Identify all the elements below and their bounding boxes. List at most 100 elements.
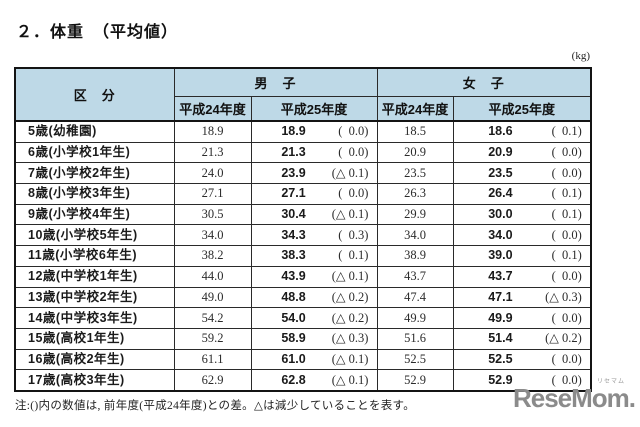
girls-group-header: 女 子 <box>376 67 592 97</box>
boys-prev-year-value: 61.1 <box>173 348 252 371</box>
girls-current-year-value: 39.0 <box>488 248 513 263</box>
boys-current-year-cell: 48.8 (△ 0.2) <box>250 286 378 309</box>
boys-current-year-value: 61.0 <box>281 351 306 366</box>
table-row: 9歳(小学校4年生) 30.5 30.4 (△ 0.1) 29.9 30.0 ( 0.1) <box>14 203 592 226</box>
boys-diff-value: (△ 0.2) <box>331 310 369 325</box>
row-label: 6歳(小学校1年生) <box>14 141 175 164</box>
girls-prev-year-value: 52.9 <box>376 369 454 392</box>
boys-prev-year-value: 38.2 <box>173 245 252 267</box>
girls-prev-year-value: 29.9 <box>376 203 454 226</box>
girls-current-year-cell: 23.5 ( 0.0) <box>452 162 592 185</box>
boys-prev-year-value: 34.0 <box>173 224 252 247</box>
logo-ruby-text: リセマム <box>596 379 625 385</box>
boys-prev-year-value: 21.3 <box>173 141 252 164</box>
boys-prev-year-value: 62.9 <box>173 369 252 392</box>
girls-current-year-cell: 47.1 (△ 0.3) <box>452 286 592 309</box>
girls-current-year-value: 49.9 <box>488 310 513 325</box>
boys-group-header: 男 子 <box>173 67 378 97</box>
girls-current-year-value: 34.0 <box>488 227 513 242</box>
girls-diff-value: ( 0.0) <box>551 145 582 160</box>
boys-diff-value: (△ 0.1) <box>331 165 369 180</box>
row-label: 15歳(高校1年生) <box>14 327 175 350</box>
row-label: 8歳(小学校3年生) <box>14 183 175 205</box>
boys-diff-value: ( 0.0) <box>338 186 369 201</box>
girls-current-year-cell: 34.0 ( 0.0) <box>452 224 592 247</box>
girls-prev-year-value: 49.9 <box>376 307 454 329</box>
page-title: ２．体重 （平均値） <box>16 24 179 41</box>
boys-current-year-value: 58.9 <box>281 331 306 346</box>
girls-current-year-cell: 51.4 (△ 0.2) <box>452 327 592 350</box>
girls-current-year-cell: 39.0 ( 0.1) <box>452 245 592 267</box>
girls-diff-value: ( 0.0) <box>551 310 582 325</box>
boys-prev-year-value: 49.0 <box>173 286 252 309</box>
row-label: 7歳(小学校2年生) <box>14 162 175 185</box>
boys-diff-value: (△ 0.1) <box>331 269 369 284</box>
girls-diff-value: ( 0.0) <box>551 372 582 387</box>
table-row: 14歳(中学校3年生) 54.2 54.0 (△ 0.2) 49.9 49.9 ( 0.0) <box>14 307 592 329</box>
boys-current-year-cell: 38.3 ( 0.1) <box>250 245 378 267</box>
girls-current-year-value: 52.9 <box>488 372 513 387</box>
boys-current-year-value: 34.3 <box>281 227 306 242</box>
boys-current-year-cell: 58.9 (△ 0.3) <box>250 327 378 350</box>
boys-prev-year-value: 27.1 <box>173 183 252 205</box>
boys-current-year-cell: 18.9 ( 0.0) <box>250 120 378 143</box>
boys-current-year-value: 54.0 <box>281 310 306 325</box>
group-header-row: 区 分 男 子 女 子 <box>14 67 592 122</box>
row-label: 11歳(小学校6年生) <box>14 245 175 267</box>
girls-current-year-value: 47.1 <box>488 289 513 304</box>
girls-current-year-cell: 20.9 ( 0.0) <box>452 141 592 164</box>
table-row: 16歳(高校2年生) 61.1 61.0 (△ 0.1) 52.5 52.5 ( 0.0) <box>14 348 592 371</box>
girls-prev-year-value: 26.3 <box>376 183 454 205</box>
boys-prev-year-value: 30.5 <box>173 203 252 226</box>
boys-current-year-cell: 30.4 (△ 0.1) <box>250 203 378 226</box>
girls-year25-header: 平成25年度 <box>452 96 592 122</box>
boys-current-year-cell: 54.0 (△ 0.2) <box>250 307 378 329</box>
girls-prev-year-value: 43.7 <box>376 265 454 288</box>
boys-diff-value: ( 0.1) <box>338 248 369 263</box>
boys-current-year-value: 21.3 <box>281 145 306 160</box>
girls-current-year-value: 20.9 <box>488 145 513 160</box>
table-row: 11歳(小学校6年生) 38.2 38.3 ( 0.1) 38.9 39.0 ( 0.1) <box>14 245 592 267</box>
boys-year24-header: 平成24年度 <box>173 96 252 122</box>
boys-current-year-cell: 61.0 (△ 0.1) <box>250 348 378 371</box>
boys-prev-year-value: 44.0 <box>173 265 252 288</box>
table-body: 5歳(幼稚園) 18.9 18.9( 0.0) 18.5 18.6( 0.1) 6歳(小学… <box>14 120 592 392</box>
table-row: 6歳(小学校1年生) 21.3 21.3( 0.0) 20.9 20.9( 0.0) <box>14 141 592 164</box>
weight-table: 区 分 男 子 女 子 平成24年度 平成25年度 平成24年度 平成25年度 … <box>14 67 593 392</box>
girls-diff-value: ( 0.1) <box>551 186 582 201</box>
girls-current-year-cell: 18.6 ( 0.1) <box>452 120 592 143</box>
girls-current-year-value: 51.4 <box>488 331 513 346</box>
girls-current-year-value: 52.5 <box>488 351 513 366</box>
table-row: 5歳(幼稚園) 18.9 18.9( 0.0) 18.5 18.6( 0.1) <box>14 120 592 143</box>
girls-prev-year-value: 38.9 <box>376 245 454 267</box>
row-label: 5歳(幼稚園) <box>14 120 175 143</box>
row-label: 16歳(高校2年生) <box>14 348 175 371</box>
boys-diff-value: (△ 0.3) <box>331 331 369 346</box>
girls-current-year-value: 30.0 <box>488 207 513 222</box>
row-label: 12歳(中学校1年生) <box>14 265 175 288</box>
boys-prev-year-value: 54.2 <box>173 307 252 329</box>
girls-current-year-cell: 43.7 ( 0.0) <box>452 265 592 288</box>
boys-current-year-value: 38.3 <box>281 248 306 263</box>
boys-year25-header: 平成25年度 <box>250 96 378 122</box>
boys-current-year-cell: 62.8 (△ 0.1) <box>250 369 378 392</box>
girls-current-year-value: 23.5 <box>488 165 513 180</box>
resemom-logo: リセマム ReseMom. <box>513 379 636 412</box>
girls-current-year-cell: 52.9 ( 0.0) <box>452 369 592 392</box>
girls-diff-value: (△ 0.3) <box>545 289 582 304</box>
boys-current-year-cell: 21.3 ( 0.0) <box>250 141 378 164</box>
girls-diff-value: ( 0.0) <box>551 351 582 366</box>
girls-current-year-value: 26.4 <box>488 186 513 201</box>
girls-current-year-cell: 52.5 ( 0.0) <box>452 348 592 371</box>
girls-prev-year-value: 23.5 <box>376 162 454 185</box>
girls-current-year-cell: 49.9 ( 0.0) <box>452 307 592 329</box>
boys-current-year-value: 18.9 <box>281 124 306 139</box>
row-label: 9歳(小学校4年生) <box>14 203 175 226</box>
girls-prev-year-value: 47.4 <box>376 286 454 309</box>
girls-prev-year-value: 51.6 <box>376 327 454 350</box>
girls-diff-value: ( 0.0) <box>551 227 582 242</box>
boys-current-year-cell: 34.3 ( 0.3) <box>250 224 378 247</box>
boys-current-year-cell: 43.9 (△ 0.1) <box>250 265 378 288</box>
boys-current-year-value: 30.4 <box>281 207 306 222</box>
girls-year24-header: 平成24年度 <box>376 96 454 122</box>
